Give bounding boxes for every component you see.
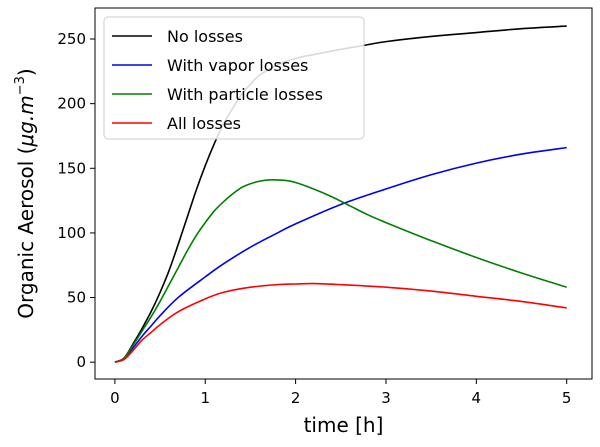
- series-line-with-particle-losses: [114, 179, 567, 363]
- x-tick-label: 2: [291, 389, 301, 407]
- y-tick-label: 100: [57, 224, 86, 242]
- x-tick-label: 5: [562, 389, 572, 407]
- x-tick-label: 1: [200, 389, 210, 407]
- y-tick-label: 250: [57, 30, 86, 48]
- y-axis-label-unit: μg.m: [14, 95, 38, 147]
- legend-label-all-losses: All losses: [167, 114, 241, 133]
- legend-box: [103, 16, 365, 140]
- y-tick-label: 50: [67, 289, 86, 307]
- y-axis-label-prefix: Organic Aerosol (: [14, 147, 38, 319]
- x-tick-label: 4: [472, 389, 482, 407]
- legend: No losses With vapor losses With particle …: [103, 16, 365, 140]
- x-tick-label: 3: [381, 389, 391, 407]
- x-axis-label: time [h]: [304, 413, 384, 437]
- series-line-all-losses: [114, 282, 567, 363]
- series-line-with-vapor-losses: [114, 146, 567, 363]
- x-tick-label: 0: [110, 389, 120, 407]
- y-tick-label: 0: [76, 353, 86, 371]
- plot-frame: [94, 7, 593, 380]
- y-axis-label-suffix: ): [14, 68, 38, 76]
- y-tick-label: 150: [57, 159, 86, 177]
- y-axis-label: Organic Aerosol (μg.m−3): [13, 68, 38, 318]
- legend-label-with-vapor-losses: With vapor losses: [167, 56, 308, 75]
- y-axis-label-exponent: −3: [13, 76, 28, 95]
- legend-label-no-losses: No losses: [167, 27, 243, 46]
- legend-label-with-particle-losses: With particle losses: [167, 85, 323, 104]
- y-tick-label: 200: [57, 95, 86, 113]
